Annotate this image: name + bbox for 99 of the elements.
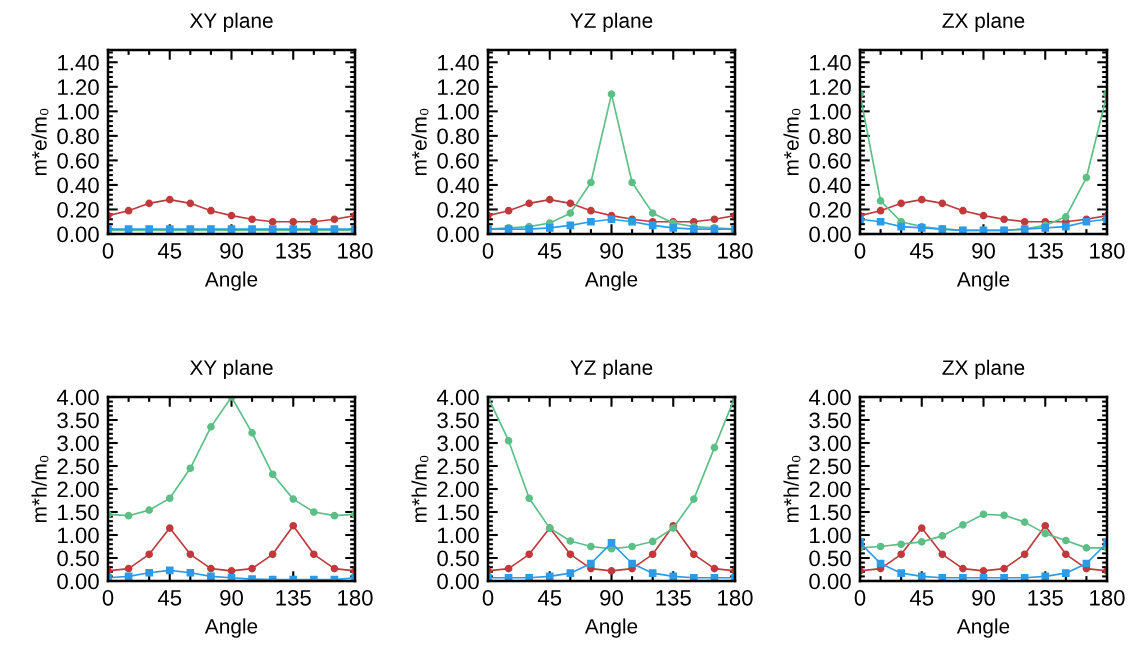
y-tick-label: 0.20 xyxy=(57,202,99,218)
x-tick-label: 90 xyxy=(600,242,623,259)
x-tick-label: 180 xyxy=(1090,242,1125,259)
x-tick-label: 180 xyxy=(338,242,373,259)
x-tick-label: 90 xyxy=(972,589,995,606)
y-tick-label: 1.00 xyxy=(438,527,479,544)
y-axis-title: m*e/m₀ xyxy=(411,108,429,176)
chart-title: ZX plane xyxy=(942,12,1025,33)
x-axis-title: Angle xyxy=(956,618,1010,638)
y-tick-label: 0.50 xyxy=(437,550,479,567)
y-tick-label: 2.00 xyxy=(57,481,99,498)
x-tick-label: 45 xyxy=(537,243,562,259)
x-tick-label: 45 xyxy=(537,590,562,606)
y-tick-label: 2.50 xyxy=(809,458,851,475)
y-tick-label: 1.20 xyxy=(58,79,99,96)
y-tick-label: 3.50 xyxy=(809,412,851,429)
y-tick-label: 1.00 xyxy=(58,527,99,544)
x-tick-label: 135 xyxy=(1028,589,1063,606)
y-tick-label: 3.50 xyxy=(437,412,479,429)
y-tick-label: 0.00 xyxy=(57,573,99,590)
y-axis-title: m*h/m₀ xyxy=(783,455,801,523)
x-tick-label: 135 xyxy=(1028,242,1063,259)
y-tick-label: 0.20 xyxy=(437,202,479,218)
x-tick-label: 0 xyxy=(102,242,114,259)
x-axis-title: Angle xyxy=(584,271,638,291)
y-tick-label: 1.20 xyxy=(438,79,479,96)
y-tick-label: 0.00 xyxy=(437,226,479,243)
y-tick-label: 1.00 xyxy=(810,527,851,544)
y-tick-label: 0.80 xyxy=(57,128,99,145)
x-tick-label: 45 xyxy=(157,590,182,606)
y-tick-label: 1.00 xyxy=(58,103,99,120)
x-tick-label: 135 xyxy=(276,589,311,606)
y-tick-label: 1.50 xyxy=(438,504,479,521)
x-tick-label: 0 xyxy=(854,242,866,259)
y-tick-label: 3.00 xyxy=(57,435,99,452)
x-axis-title: Angle xyxy=(584,618,638,638)
x-tick-label: 90 xyxy=(972,242,995,259)
y-tick-label: 2.00 xyxy=(437,481,479,498)
x-tick-label: 45 xyxy=(909,590,934,606)
y-axis-title: m*e/m₀ xyxy=(31,108,49,176)
y-tick-label: 0.60 xyxy=(57,152,99,169)
y-tick-label: 0.00 xyxy=(437,573,479,590)
y-tick-label: 2.50 xyxy=(57,458,99,475)
x-axis-title: Angle xyxy=(204,271,258,291)
y-tick-label: 1.50 xyxy=(810,504,851,521)
y-tick-label: 0.40 xyxy=(437,177,479,194)
y-tick-label: 2.00 xyxy=(809,481,851,498)
y-tick-label: 1.00 xyxy=(438,103,479,120)
x-tick-label: 0 xyxy=(854,589,866,606)
y-tick-label: 3.00 xyxy=(809,435,851,452)
y-tick-label: 1.40 xyxy=(438,54,479,71)
y-tick-label: 1.00 xyxy=(810,103,851,120)
y-tick-label: 0.00 xyxy=(809,226,851,243)
y-axis-title: m*h/m₀ xyxy=(31,455,49,523)
x-tick-label: 135 xyxy=(656,589,691,606)
chart-title: ZX plane xyxy=(942,359,1025,380)
y-tick-label: 1.40 xyxy=(58,54,99,71)
y-tick-label: 0.80 xyxy=(437,128,479,145)
y-tick-label: 0.20 xyxy=(809,202,851,218)
x-tick-label: 0 xyxy=(102,589,114,606)
chart-title: XY plane xyxy=(189,12,273,33)
x-tick-label: 45 xyxy=(909,243,934,259)
y-tick-label: 0.60 xyxy=(809,152,851,169)
x-tick-label: 0 xyxy=(482,242,494,259)
x-tick-label: 180 xyxy=(338,589,373,606)
chart-title: YZ plane xyxy=(570,12,653,33)
y-axis-title: m*h/m₀ xyxy=(411,455,429,523)
x-tick-label: 90 xyxy=(220,589,243,606)
y-tick-label: 0.50 xyxy=(809,550,851,567)
y-tick-label: 3.00 xyxy=(437,435,479,452)
y-tick-label: 4.00 xyxy=(436,389,479,406)
x-tick-label: 45 xyxy=(157,243,182,259)
y-axis-title: m*e/m₀ xyxy=(783,108,801,176)
y-tick-label: 1.40 xyxy=(810,54,851,71)
chart-title: XY plane xyxy=(189,359,273,380)
x-tick-label: 0 xyxy=(482,589,494,606)
x-tick-label: 135 xyxy=(656,242,691,259)
x-axis-title: Angle xyxy=(204,618,258,638)
y-tick-label: 0.60 xyxy=(437,152,479,169)
y-tick-label: 0.40 xyxy=(57,177,99,194)
y-tick-label: 4.00 xyxy=(56,389,99,406)
y-tick-label: 1.20 xyxy=(810,79,851,96)
y-tick-label: 0.50 xyxy=(57,550,99,567)
x-axis-title: Angle xyxy=(956,271,1010,291)
y-tick-label: 0.00 xyxy=(809,573,851,590)
y-tick-label: 4.00 xyxy=(808,389,851,406)
y-tick-label: 0.40 xyxy=(809,177,851,194)
y-tick-label: 2.50 xyxy=(437,458,479,475)
x-tick-label: 90 xyxy=(600,589,623,606)
y-tick-label: 1.50 xyxy=(58,504,99,521)
y-tick-label: 0.80 xyxy=(809,128,851,145)
x-tick-label: 180 xyxy=(718,242,753,259)
x-tick-label: 135 xyxy=(276,242,311,259)
chart-title: YZ plane xyxy=(570,359,653,380)
y-tick-label: 3.50 xyxy=(57,412,99,429)
y-tick-label: 0.00 xyxy=(57,226,99,243)
x-tick-label: 180 xyxy=(718,589,753,606)
x-tick-label: 90 xyxy=(220,242,243,259)
x-tick-label: 180 xyxy=(1090,589,1125,606)
